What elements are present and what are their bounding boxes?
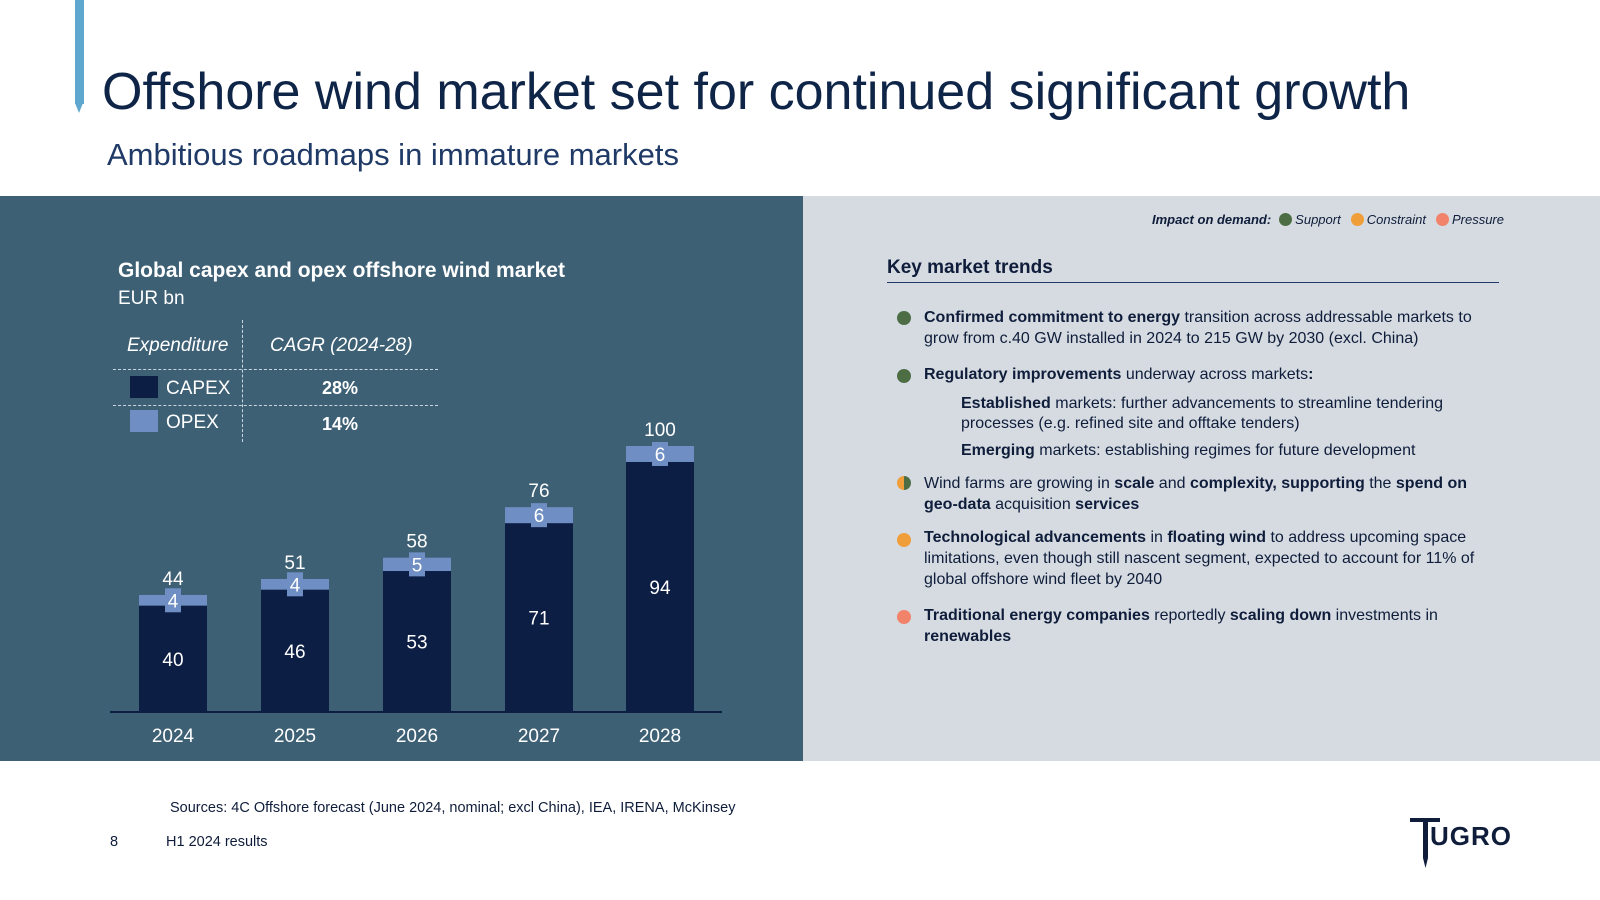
legend-opex-cagr: 14%	[322, 414, 359, 434]
page-title: Offshore wind market set for continued s…	[102, 63, 1411, 121]
total-value-label: 44	[162, 569, 184, 590]
capex-swatch	[130, 376, 158, 398]
impact-constraint-label: Constraint	[1366, 212, 1426, 227]
capex-value-label: 71	[528, 609, 549, 630]
trend-item-floating: Technological advancements in floating w…	[924, 529, 1475, 588]
support-bullet-icon	[897, 369, 911, 383]
impact-legend-title: Impact on demand:	[1151, 212, 1272, 227]
legend-divider-2	[113, 405, 438, 406]
opex-label-box	[531, 503, 547, 528]
sources-note: Sources: 4C Offshore forecast (June 2024…	[170, 800, 736, 816]
legend-divider-1	[113, 369, 438, 370]
legend-capex-cagr: 28%	[322, 378, 359, 398]
total-value-label: 100	[644, 420, 676, 441]
opex-swatch	[130, 410, 158, 432]
opex-value-label: 5	[412, 555, 423, 576]
trend-item-regulatory: Regulatory improvements underway across …	[924, 366, 1314, 383]
opex-label-box	[165, 588, 181, 613]
fugro-logo: UGRO	[1410, 818, 1512, 868]
fugro-logo-text: UGRO	[1430, 821, 1512, 851]
x-tick-label: 2027	[518, 726, 560, 747]
opex-value-label: 6	[534, 506, 545, 527]
capex-bar	[626, 461, 694, 712]
trend-item-commitment: Confirmed commitment to energy transitio…	[924, 309, 1472, 347]
footer-label: H1 2024 results	[166, 834, 268, 850]
trends-title: Key market trends	[887, 257, 1053, 278]
opex-value-label: 4	[290, 575, 301, 596]
chart-unit: EUR bn	[118, 288, 185, 309]
trends-panel	[803, 196, 1600, 761]
legend-opex-label: OPEX	[166, 412, 219, 433]
capex-value-label: 94	[649, 578, 671, 599]
x-tick-label: 2024	[152, 726, 195, 747]
x-tick-label: 2026	[396, 726, 438, 747]
trend-item-traditional: Traditional energy companies reportedly …	[924, 607, 1438, 645]
mixed-bullet-icon	[897, 476, 911, 490]
capex-bar	[139, 605, 207, 712]
chart-title: Global capex and opex offshore wind mark…	[118, 259, 565, 282]
legend-header-cagr: CAGR (2024-28)	[270, 335, 413, 356]
support-bullet-icon	[897, 311, 911, 325]
pressure-bullet-icon	[897, 610, 911, 624]
capex-value-label: 40	[162, 650, 183, 671]
x-tick-label: 2028	[639, 726, 681, 747]
constraint-dot-icon	[1350, 213, 1364, 226]
total-value-label: 58	[406, 532, 427, 553]
title-accent-tip	[75, 103, 83, 113]
bar-chart: 4404420244465120255535820266717620276941…	[110, 420, 722, 747]
impact-support-label: Support	[1295, 212, 1341, 227]
trend-subitem-established: Established markets: further advancement…	[961, 395, 1443, 432]
impact-legend: Impact on demand: Support Constraint Pre…	[1152, 212, 1504, 227]
opex-label-box	[652, 441, 668, 466]
title-accent-bar	[75, 0, 84, 104]
legend-divider-vertical	[242, 320, 243, 442]
impact-pressure-label: Pressure	[1451, 212, 1504, 227]
capex-value-label: 53	[406, 633, 427, 654]
trend-subitem-emerging: Emerging markets: establishing regimes f…	[961, 442, 1416, 459]
constraint-bullet-icon	[897, 533, 911, 547]
total-value-label: 51	[284, 553, 305, 574]
opex-value-label: 4	[168, 591, 179, 612]
legend-capex-label: CAPEX	[166, 378, 231, 399]
capex-bar	[383, 571, 451, 712]
trends-title-rule	[887, 282, 1499, 283]
page-subtitle: Ambitious roadmaps in immature markets	[107, 137, 679, 172]
capex-value-label: 46	[284, 642, 305, 663]
page-number: 8	[110, 834, 119, 850]
legend-header-expenditure: Expenditure	[127, 335, 229, 356]
trend-item-scale: Wind farms are growing in scale and comp…	[924, 475, 1468, 513]
pressure-dot-icon	[1435, 213, 1449, 226]
total-value-label: 76	[528, 481, 549, 502]
support-dot-icon	[1279, 213, 1293, 226]
capex-bar	[261, 589, 329, 712]
x-tick-label: 2025	[274, 726, 316, 747]
opex-label-box	[287, 572, 303, 597]
opex-label-box	[409, 552, 425, 577]
opex-value-label: 6	[655, 445, 666, 466]
capex-bar	[505, 523, 573, 712]
